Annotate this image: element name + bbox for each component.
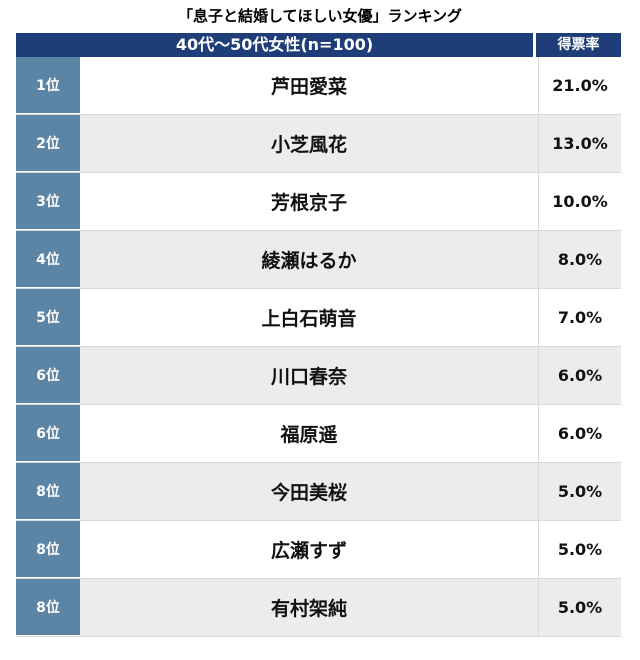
vote-rate-cell: 6.0% xyxy=(538,347,621,404)
rank-cell: 5位 xyxy=(16,289,80,346)
actress-name-cell: 広瀬すず xyxy=(80,521,538,578)
rank-cell: 3位 xyxy=(16,173,80,230)
chart-title: 「息子と結婚してほしい女優」ランキング xyxy=(177,7,463,25)
actress-name-cell: 有村架純 xyxy=(80,579,538,636)
vote-rate-cell: 5.0% xyxy=(538,521,621,578)
actress-name-cell: 綾瀬はるか xyxy=(80,231,538,288)
actress-name-cell: 芳根京子 xyxy=(80,173,538,230)
table-header: 40代〜50代女性(n=100) 得票率 xyxy=(16,33,621,57)
vote-rate-cell: 8.0% xyxy=(538,231,621,288)
rank-cell: 8位 xyxy=(16,579,80,636)
rank-cell: 1位 xyxy=(16,57,80,114)
table-row: 1位 芦田愛菜 21.0% xyxy=(16,57,621,115)
actress-name-cell: 今田美桜 xyxy=(80,463,538,520)
rate-header: 得票率 xyxy=(536,33,621,57)
rank-cell: 6位 xyxy=(16,347,80,404)
table-row: 8位 有村架純 5.0% xyxy=(16,579,621,637)
table-row: 3位 芳根京子 10.0% xyxy=(16,173,621,231)
actress-name-cell: 芦田愛菜 xyxy=(80,57,538,114)
table-row: 6位 福原遥 6.0% xyxy=(16,405,621,463)
vote-rate-cell: 5.0% xyxy=(538,579,621,636)
table-row: 2位 小芝風花 13.0% xyxy=(16,115,621,173)
actress-name-cell: 川口春奈 xyxy=(80,347,538,404)
vote-rate-cell: 21.0% xyxy=(538,57,621,114)
table-body: 1位 芦田愛菜 21.0% 2位 小芝風花 13.0% 3位 芳根京子 10.0% 4位 綾瀬はるか… xyxy=(16,57,621,637)
ranking-table: 40代〜50代女性(n=100) 得票率 1位 芦田愛菜 21.0% 2位 小芝風花 13… xyxy=(16,33,621,637)
vote-rate-cell: 5.0% xyxy=(538,463,621,520)
rank-cell: 6位 xyxy=(16,405,80,462)
actress-name-cell: 福原遥 xyxy=(80,405,538,462)
table-row: 6位 川口春奈 6.0% xyxy=(16,347,621,405)
table-row: 8位 今田美桜 5.0% xyxy=(16,463,621,521)
vote-rate-cell: 10.0% xyxy=(538,173,621,230)
vote-rate-cell: 7.0% xyxy=(538,289,621,346)
rank-cell: 4位 xyxy=(16,231,80,288)
table-row: 8位 広瀬すず 5.0% xyxy=(16,521,621,579)
table-row: 5位 上白石萌音 7.0% xyxy=(16,289,621,347)
vote-rate-cell: 6.0% xyxy=(538,405,621,462)
group-header: 40代〜50代女性(n=100) xyxy=(16,33,533,57)
table-row: 4位 綾瀬はるか 8.0% xyxy=(16,231,621,289)
header-divider xyxy=(533,33,536,57)
actress-name-cell: 上白石萌音 xyxy=(80,289,538,346)
rank-cell: 2位 xyxy=(16,115,80,172)
rank-cell: 8位 xyxy=(16,463,80,520)
vote-rate-cell: 13.0% xyxy=(538,115,621,172)
rank-cell: 8位 xyxy=(16,521,80,578)
actress-name-cell: 小芝風花 xyxy=(80,115,538,172)
